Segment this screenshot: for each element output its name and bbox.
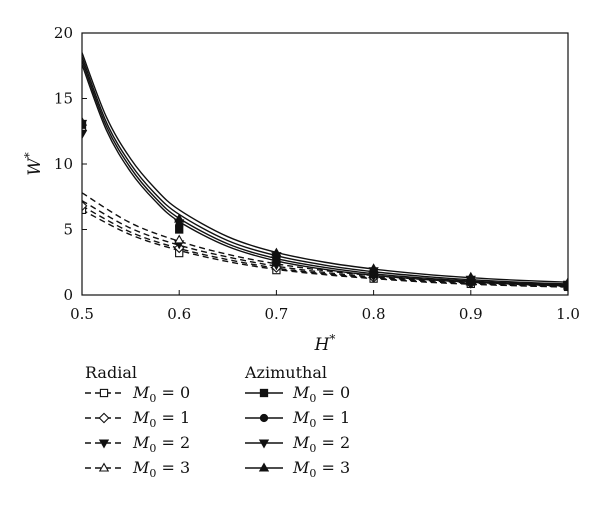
data-point-s8-4 <box>368 263 379 273</box>
legend-label-var: M <box>292 433 310 452</box>
legend-label-value: = 1 <box>316 408 350 427</box>
series-line-4 <box>82 192 568 287</box>
legend-label-sub: 0 <box>309 417 316 430</box>
legend-label-sub: 0 <box>309 442 316 455</box>
legend-label-value: = 0 <box>316 383 350 402</box>
legend-entry-1-3: M0 = 2 <box>85 433 190 455</box>
legend-entry-2-3: M0 = 2 <box>245 433 350 455</box>
y-tick-label-3: 10 <box>54 155 73 173</box>
legend-label-var: M <box>132 383 150 402</box>
legend-label-sub: 0 <box>309 392 316 405</box>
legend-marker-2-1 <box>259 388 269 398</box>
series-7 <box>82 56 568 290</box>
series-line-5 <box>82 64 568 287</box>
x-tick-label-1: 0.5 <box>70 305 94 323</box>
series-line-6 <box>82 60 568 286</box>
series-3 <box>82 130 568 292</box>
data-point-s8-1 <box>82 116 88 126</box>
legend-label-var: M <box>292 458 310 477</box>
legend-title-2: Azimuthal <box>244 363 327 382</box>
y-axis-label: W* <box>22 152 45 175</box>
legend-label-var: M <box>292 408 310 427</box>
series-line-8 <box>82 52 568 283</box>
x-tick-label-5: 0.9 <box>459 305 483 323</box>
legend-label-2-4: M0 = 3 <box>292 458 350 480</box>
data-point-s8-3 <box>271 247 282 257</box>
legend-marker-1-4 <box>98 462 110 472</box>
y-tick-label-2: 5 <box>63 221 73 239</box>
series-line-7 <box>82 56 568 285</box>
axes: 0.5 0.6 0.7 0.8 0.9 1.0 0 5 10 15 20 H* W* <box>22 24 580 355</box>
x-tick-label-2: 0.6 <box>167 305 191 323</box>
legend-label-sub: 0 <box>149 442 156 455</box>
legend-label-value: = 3 <box>316 458 350 477</box>
legend-label-sub: 0 <box>149 467 156 480</box>
data-point-s8-2 <box>174 213 185 223</box>
legend-label-sub: 0 <box>309 467 316 480</box>
x-tick-label-3: 0.7 <box>264 305 288 323</box>
legend-label-value: = 3 <box>156 458 190 477</box>
series-5 <box>82 64 568 290</box>
legend-label-value: = 2 <box>316 433 350 452</box>
legend-label-1-4: M0 = 3 <box>132 458 190 480</box>
legend-label-1-1: M0 = 0 <box>132 383 190 405</box>
x-tick-label-6: 1.0 <box>556 305 580 323</box>
legend-label-value: = 0 <box>156 383 190 402</box>
legend-entry-1-4: M0 = 3 <box>85 458 190 480</box>
data-point-s8-5 <box>465 271 476 281</box>
series-4 <box>82 121 568 290</box>
y-axis-label-sup: * <box>22 152 36 158</box>
legend-entry-1-2: M0 = 1 <box>85 408 190 430</box>
legend-entry-1-1: M0 = 0 <box>85 383 190 405</box>
legend-label-var: M <box>292 383 310 402</box>
legend-marker-2-2 <box>259 413 269 423</box>
series-8 <box>82 52 568 287</box>
data-point-s2-1 <box>82 200 88 212</box>
legend-label-sub: 0 <box>149 392 156 405</box>
data-point-s4-2 <box>174 234 185 244</box>
series-line-1 <box>82 209 568 288</box>
legend-marker-2-3 <box>258 439 270 449</box>
plot-area <box>82 52 568 292</box>
x-axis-label: H* <box>314 332 336 355</box>
series-line-2 <box>82 205 568 288</box>
legend-title-1: Radial <box>85 363 137 382</box>
legend-entry-2-1: M0 = 0 <box>245 383 350 405</box>
x-axis-label-sup: * <box>329 332 335 346</box>
series-line-3 <box>82 200 568 288</box>
legend-label-var: M <box>132 433 150 452</box>
y-tick-label-1: 0 <box>63 286 73 304</box>
legend-entry-2-2: M0 = 1 <box>245 408 350 430</box>
legend-label-sub: 0 <box>149 417 156 430</box>
series-1 <box>82 205 568 292</box>
legend-label-value: = 2 <box>156 433 190 452</box>
y-tick-label-4: 15 <box>54 90 73 108</box>
legend-marker-1-3 <box>98 439 110 449</box>
legend-label-var: M <box>132 458 150 477</box>
legend-label-var: M <box>132 408 150 427</box>
data-point-s3-1 <box>82 130 88 140</box>
legend-label-1-2: M0 = 1 <box>132 408 190 430</box>
y-tick-label-5: 20 <box>54 24 73 42</box>
legend-label-2-1: M0 = 0 <box>292 383 350 405</box>
legend-label-2-3: M0 = 2 <box>292 433 350 455</box>
legend-marker-2-4 <box>258 462 270 472</box>
legend-marker-1-2 <box>98 412 110 424</box>
legend-entry-2-4: M0 = 3 <box>245 458 350 480</box>
legend-label-1-3: M0 = 2 <box>132 433 190 455</box>
legend-label-2-2: M0 = 1 <box>292 408 350 430</box>
legend-marker-1-1 <box>99 388 109 398</box>
legend-label-value: = 1 <box>156 408 190 427</box>
series-2 <box>82 200 568 292</box>
plot-frame <box>81 32 569 296</box>
series-6 <box>82 60 568 290</box>
x-tick-label-4: 0.8 <box>362 305 386 323</box>
data-point-s8-6 <box>562 277 568 287</box>
